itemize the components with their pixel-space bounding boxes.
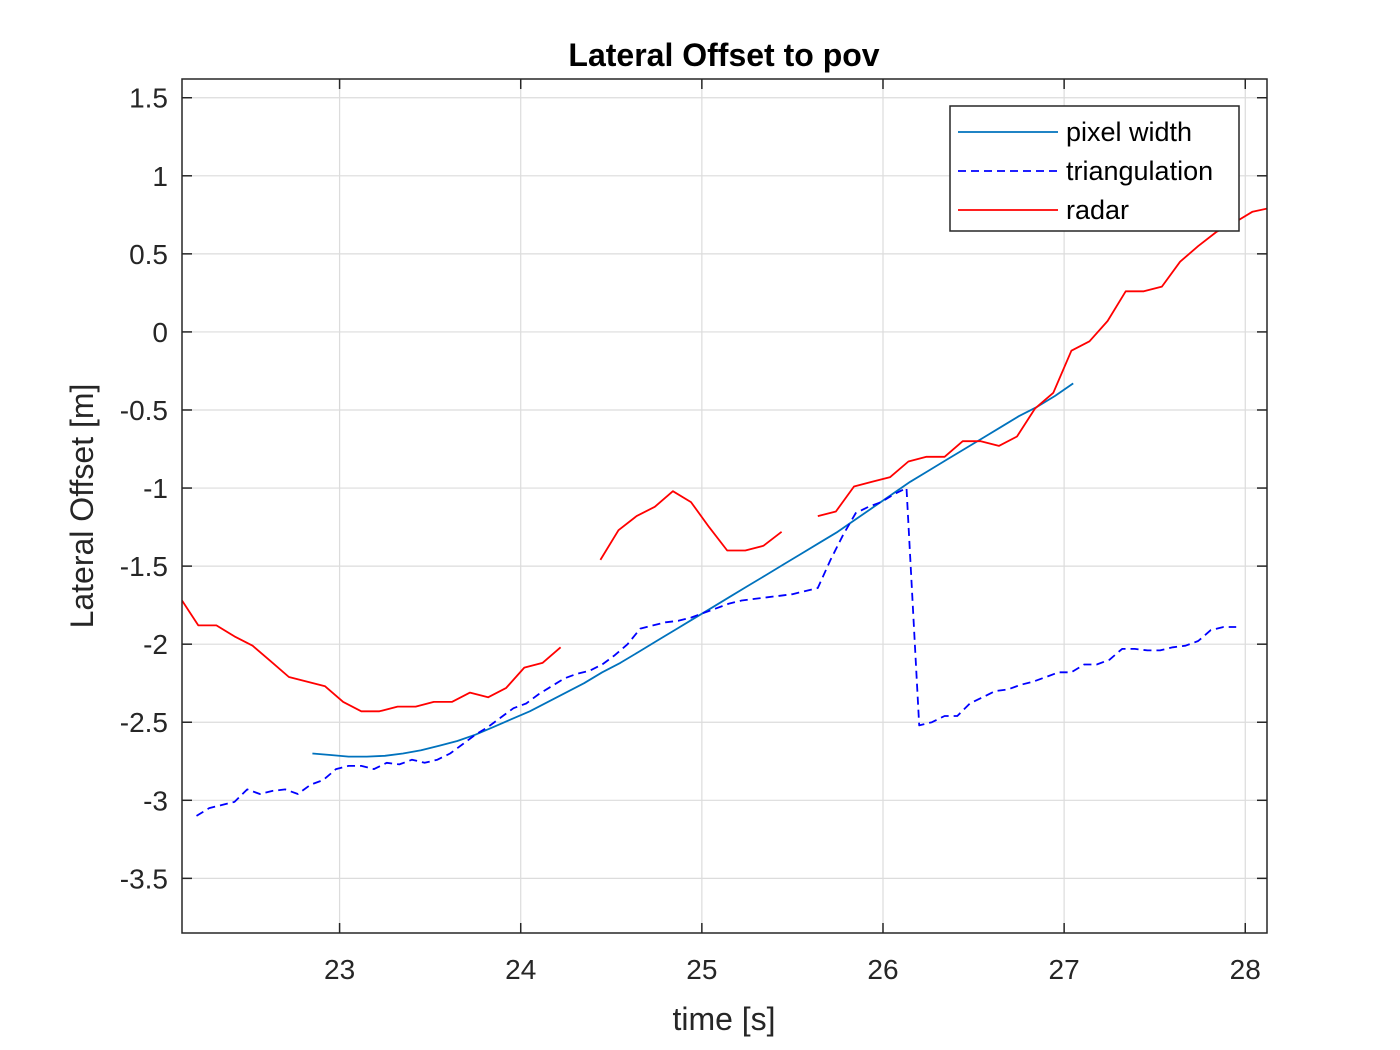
legend-label-triangulation: triangulation <box>1066 156 1213 186</box>
series-triangulation <box>196 487 1237 817</box>
legend: pixel width triangulation radar <box>949 105 1240 232</box>
y-tick-label: 0.5 <box>129 239 168 270</box>
y-tick-label: 1 <box>152 161 168 192</box>
x-tick-label: 25 <box>686 954 717 985</box>
y-tick-label: -1.5 <box>120 551 168 582</box>
x-tick-label: 23 <box>324 954 355 985</box>
series-line-radar <box>599 490 783 561</box>
y-tick-label: -3 <box>143 785 168 816</box>
series-line-radar <box>817 207 1267 517</box>
series-layer <box>182 207 1267 817</box>
series-line-radar <box>182 600 562 713</box>
series-line-triangulation <box>196 487 1237 817</box>
y-tick-label: -2.5 <box>120 707 168 738</box>
series-radar <box>182 207 1267 713</box>
x-tick-label: 27 <box>1049 954 1080 985</box>
y-tick-label: -2 <box>143 629 168 660</box>
x-tick-label: 24 <box>505 954 536 985</box>
x-tick-label: 28 <box>1230 954 1261 985</box>
legend-entries: pixel width triangulation radar <box>958 117 1213 225</box>
y-tick-label: 1.5 <box>129 83 168 114</box>
y-axis-label: Lateral Offset [m] <box>64 384 100 629</box>
series-pixel-width <box>312 382 1074 758</box>
axis-ticks <box>182 79 1267 933</box>
series-line-pixel-width <box>312 382 1074 758</box>
x-tick-label: 26 <box>867 954 898 985</box>
y-tick-labels: 1.5 1 0.5 0 -0.5 -1 -1.5 -2 -2.5 -3 -3.5 <box>120 83 168 895</box>
y-tick-label: -0.5 <box>120 395 168 426</box>
y-tick-label: -3.5 <box>120 863 168 894</box>
plot-frame <box>181 78 1268 934</box>
legend-label-pixel-width: pixel width <box>1066 117 1192 147</box>
y-tick-label: 0 <box>152 317 168 348</box>
chart-title: Lateral Offset to pov <box>568 37 879 73</box>
x-tick-labels: 23 24 25 26 27 28 <box>324 954 1261 985</box>
y-tick-label: -1 <box>143 473 168 504</box>
legend-label-radar: radar <box>1066 195 1129 225</box>
x-axis-label: time [s] <box>672 1001 775 1037</box>
